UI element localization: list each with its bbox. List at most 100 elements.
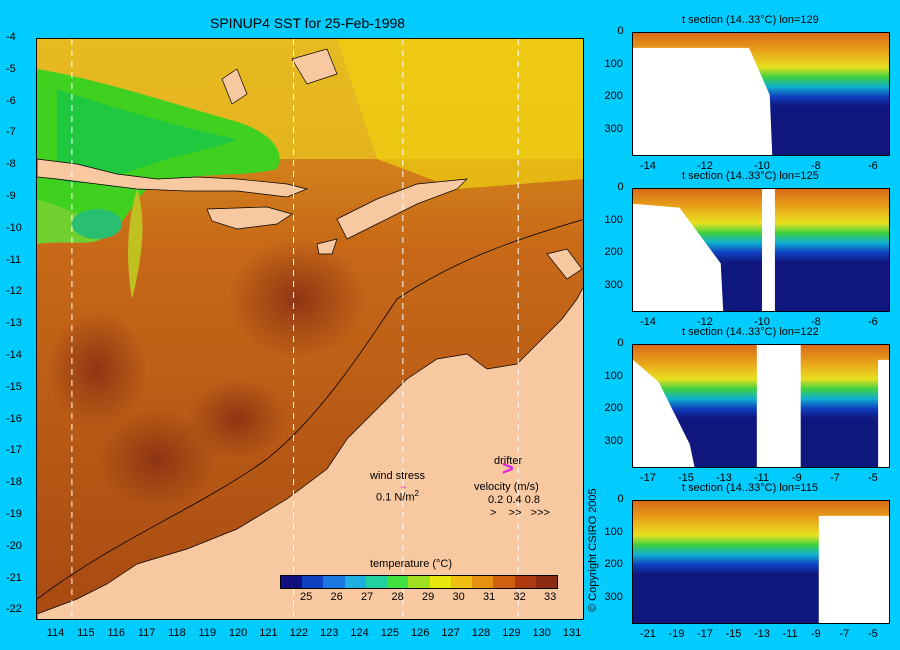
map-y-tick: -12 — [6, 285, 22, 298]
section-x-tick: -8 — [811, 160, 821, 172]
colorbar-swatch — [535, 576, 558, 588]
section-y-tick: 0 — [617, 493, 624, 505]
island-sumba — [206, 206, 293, 230]
section-x-tick: -12 — [697, 316, 713, 328]
colorbar-tick: 26 — [330, 591, 343, 603]
section-y-tick: 100 — [604, 525, 623, 538]
section-y-tick: 100 — [604, 369, 623, 382]
drifter-arrow-icon: > — [502, 458, 514, 480]
colorbar-swatch — [408, 576, 430, 588]
section-lon-lines — [71, 39, 519, 619]
section-title: t section (14..33°C) lon=115 — [682, 482, 818, 494]
map-x-tick: 114 — [46, 627, 65, 639]
section-y-tick: 300 — [604, 434, 623, 447]
colorbar-tick: 29 — [422, 591, 435, 603]
section-land — [633, 203, 724, 311]
sst-map-canvas — [37, 39, 583, 619]
velocity-scale: 0.2 0.4 0.8 — [488, 494, 540, 506]
colorbar-swatch — [429, 576, 451, 588]
wind-stress-label: wind stress — [370, 470, 426, 482]
colorbar-swatch — [365, 576, 388, 588]
section-gap — [756, 345, 801, 467]
section-y-tick: 200 — [604, 90, 623, 103]
section-y-tick: 300 — [604, 590, 623, 603]
section-x-tick: -8 — [811, 316, 821, 328]
section-panel — [632, 500, 890, 624]
map-y-tick: -7 — [6, 126, 16, 139]
map-x-tick: 120 — [228, 627, 248, 639]
section-x-tick: -19 — [668, 628, 685, 640]
section-x-tick: -6 — [868, 316, 878, 328]
colorbar-tick: 30 — [452, 591, 465, 603]
velocity-label: velocity (m/s) — [474, 481, 539, 493]
map-x-tick: 125 — [380, 627, 400, 639]
map-x-tick: 118 — [168, 627, 186, 639]
map-y-tick: -5 — [6, 62, 16, 75]
section-x-tick: -14 — [640, 160, 656, 172]
map-y-tick: -4 — [6, 31, 16, 43]
island-chain — [37, 158, 309, 198]
section-x-tick: -17 — [640, 472, 656, 484]
section-gap — [762, 189, 775, 311]
colorbar-tick: 32 — [513, 591, 526, 603]
section-x-tick: -12 — [697, 160, 713, 172]
section-land — [818, 515, 889, 623]
section-x-tick: -15 — [678, 472, 694, 484]
map-y-tick: -14 — [6, 349, 22, 362]
section-panel — [632, 32, 890, 156]
colorbar-tick: 31 — [483, 591, 496, 603]
section-land — [633, 47, 773, 155]
map-y-tick: -11 — [6, 253, 22, 266]
map-x-tick: 127 — [441, 627, 460, 639]
colorbar-label: temperature (°C) — [370, 558, 453, 570]
section-y-tick: 200 — [604, 402, 623, 415]
section-x-tick: -10 — [754, 160, 770, 172]
shelf-contour — [37, 219, 583, 600]
map-y-tick: -15 — [6, 380, 22, 393]
section-x-tick: -5 — [868, 628, 878, 640]
map-x-tick: 131 — [562, 627, 582, 639]
section-y-tick: 300 — [604, 122, 623, 135]
map-title: SPINUP4 SST for 25-Feb-1998 — [210, 15, 406, 31]
drifter-label: drifter — [494, 455, 523, 467]
section-x-tick: -21 — [640, 628, 656, 640]
map-y-tick: -22 — [6, 603, 22, 616]
map-x-tick: 126 — [411, 627, 430, 639]
map-y-tick: -20 — [6, 539, 22, 552]
section-x-tick: -7 — [839, 628, 850, 640]
map-x-tick: 115 — [77, 627, 95, 639]
map-x-tick: 123 — [319, 627, 339, 639]
map-x-tick: 121 — [259, 627, 278, 639]
section-y-tick: 0 — [617, 25, 624, 37]
section-panel — [632, 188, 890, 312]
velocity-arrows: > >> >>> — [490, 507, 550, 519]
colorbar-swatch — [387, 576, 409, 588]
section-x-tick: -11 — [782, 628, 798, 640]
wind-arrow-icon: → — [398, 481, 408, 492]
wind-stress-scale: 0.1 N/m2 — [376, 489, 419, 504]
section-y-tick: 0 — [617, 337, 624, 349]
colorbar-swatch — [450, 576, 473, 588]
section-y-tick: 200 — [604, 246, 623, 259]
section-y-tick: 100 — [604, 213, 623, 226]
map-y-tick: -6 — [6, 94, 16, 107]
map-y-tick: -21 — [6, 571, 22, 584]
map-y-tick: -16 — [6, 412, 22, 425]
section-x-tick: -10 — [754, 316, 770, 328]
australia-land — [37, 287, 583, 619]
map-x-tick: 117 — [137, 627, 156, 639]
section-x-tick: -7 — [830, 472, 840, 484]
copyright: © Copyright CSIRO 2005 — [587, 488, 599, 612]
map-x-tick: 124 — [350, 627, 369, 639]
colorbar-tick: 25 — [300, 591, 313, 603]
section-y-tick: 0 — [617, 181, 624, 193]
map-y-tick: -17 — [6, 444, 22, 457]
section-x-tick: -13 — [754, 628, 770, 640]
colorbar-tick: 28 — [391, 591, 404, 603]
map-y-tick: -10 — [6, 221, 22, 234]
colorbar-swatch — [514, 576, 536, 588]
section-x-tick: -17 — [697, 628, 713, 640]
map-x-tick: 119 — [198, 627, 217, 639]
section-x-tick: -13 — [716, 472, 732, 484]
section-title: t section (14..33°C) lon=125 — [682, 170, 819, 182]
